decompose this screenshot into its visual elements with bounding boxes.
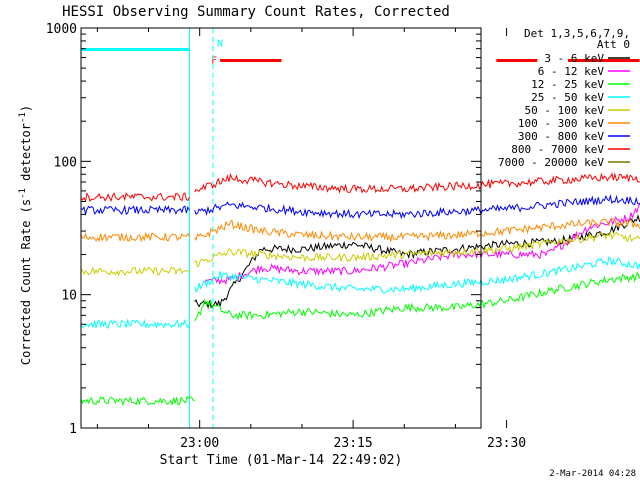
y-tick-label: 10	[61, 289, 77, 304]
series-line	[194, 230, 640, 268]
series-line	[80, 395, 195, 407]
series-line	[194, 271, 640, 322]
series-line	[194, 214, 640, 310]
series-layer	[80, 129, 640, 407]
chart-title: HESSI Observing Summary Count Rates, Cor…	[62, 4, 450, 20]
legend-entry-label: 3 - 6 keV	[544, 52, 604, 65]
legend-entry-label: 800 - 7000 keV	[511, 143, 604, 156]
legend-entry-label: 300 - 800 keV	[518, 130, 604, 143]
legend-entry-label: 6 - 12 keV	[538, 65, 605, 78]
y-tick-label: 1000	[46, 22, 77, 37]
y-axis-title-sup1: -1	[18, 188, 28, 199]
x-tick-label: 23:15	[334, 436, 373, 451]
legend-entry-label: 7000 - 20000 keV	[498, 156, 604, 169]
series-line	[194, 218, 640, 244]
y-axis-title-part1: Corrected Count Rate (s	[19, 199, 33, 365]
legend-entry-label: 25 - 50 keV	[531, 91, 604, 104]
status-bar-label: F	[211, 56, 217, 67]
series-line	[80, 204, 190, 216]
series-line	[80, 231, 190, 243]
legend-header-line: Det 1,3,5,6,7,9,	[524, 27, 630, 40]
status-bar-label: N	[217, 38, 223, 49]
legend-entry-label: 100 - 300 keV	[518, 117, 604, 130]
series-line	[194, 194, 640, 220]
y-axis-title: Corrected Count Rate (s-1 detector-1)	[18, 105, 33, 365]
y-axis-title-part2: detector	[19, 123, 33, 188]
series-line	[194, 172, 640, 194]
y-axis: 1 10 100 1000	[46, 22, 481, 437]
y-tick-label: 1	[69, 422, 77, 437]
y-tick-label: 100	[54, 155, 77, 170]
legend-header-line: Att 0	[597, 38, 630, 51]
series-line	[80, 318, 190, 330]
timestamp-label: 2-Mar-2014 04:28	[549, 469, 636, 479]
plot-frame	[80, 27, 482, 429]
series-line	[80, 192, 190, 203]
x-axis-title: Start Time (01-Mar-14 22:49:02)	[160, 453, 403, 468]
x-tick-label: 23:00	[180, 436, 219, 451]
x-tick-label: 23:30	[487, 436, 526, 451]
y-axis-title-sup2: -1	[18, 112, 28, 123]
vertical-markers	[188, 28, 214, 428]
series-line	[204, 201, 640, 286]
legend-entry-label: 12 - 25 keV	[531, 78, 604, 91]
series-line	[194, 256, 640, 294]
status-bars: NFS	[81, 38, 640, 67]
legend-entry-label: 50 - 100 keV	[525, 104, 605, 117]
series-line	[80, 266, 190, 277]
y-axis-title-part3: )	[19, 105, 33, 112]
